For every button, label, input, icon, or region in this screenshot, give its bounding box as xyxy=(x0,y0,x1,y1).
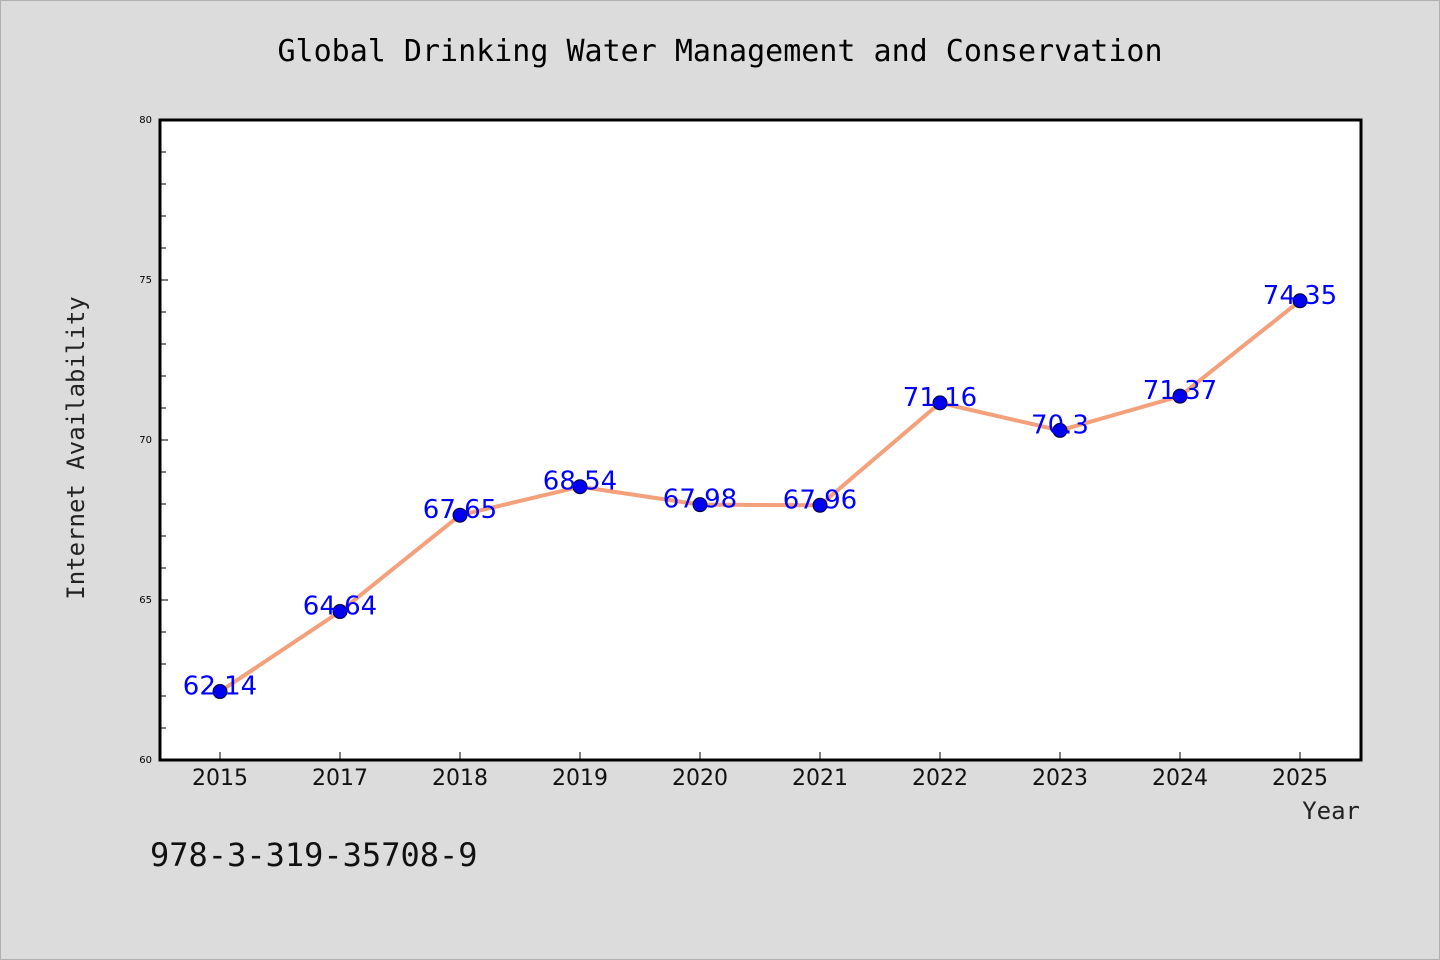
x-tick-label: 2019 xyxy=(552,766,608,791)
y-tick-label: 80 xyxy=(139,115,152,126)
x-tick-label: 2022 xyxy=(912,766,968,791)
x-tick-label: 2021 xyxy=(792,766,848,791)
x-tick-label: 2018 xyxy=(432,766,488,791)
data-label: 71.16 xyxy=(903,383,977,413)
data-point xyxy=(932,395,948,411)
x-tick-label: 2020 xyxy=(672,766,728,791)
data-label: 70.3 xyxy=(1031,410,1089,440)
y-tick-label: 60 xyxy=(139,755,152,766)
data-point xyxy=(572,479,588,495)
plot-border xyxy=(158,118,1363,762)
data-label: 64.64 xyxy=(303,592,377,622)
data-point xyxy=(692,497,708,513)
data-label: 74.35 xyxy=(1263,281,1337,311)
x-axis-label: Year xyxy=(1302,797,1360,825)
y-tick-label: 65 xyxy=(139,595,152,606)
x-tick-label: 2023 xyxy=(1032,766,1088,791)
data-label: 62.14 xyxy=(183,672,257,702)
data-point xyxy=(452,507,468,523)
x-tick-label: 2015 xyxy=(192,766,248,791)
x-tick-label: 2017 xyxy=(312,766,368,791)
series-line xyxy=(218,298,1302,694)
data-point xyxy=(212,684,228,700)
plot-area xyxy=(160,120,1361,760)
x-tick-label: 2025 xyxy=(1272,766,1328,791)
y-tick-label: 70 xyxy=(139,435,152,446)
data-point xyxy=(332,604,348,620)
data-point xyxy=(1292,293,1308,309)
data-label: 67.65 xyxy=(423,495,497,525)
data-label: 67.98 xyxy=(663,485,737,515)
x-tick-label: 2024 xyxy=(1152,766,1208,791)
y-axis-label: Internet Availability xyxy=(62,296,90,600)
data-label: 67.96 xyxy=(783,485,857,515)
isbn-code: 978-3-319-35708-9 xyxy=(150,836,478,874)
data-point xyxy=(812,497,828,513)
data-label: 71.37 xyxy=(1143,376,1217,406)
data-point xyxy=(1052,422,1068,438)
data-point xyxy=(1172,388,1188,404)
y-tick-label: 75 xyxy=(139,275,152,286)
data-label: 68.54 xyxy=(543,467,617,497)
chart-title: Global Drinking Water Management and Con… xyxy=(277,34,1163,69)
